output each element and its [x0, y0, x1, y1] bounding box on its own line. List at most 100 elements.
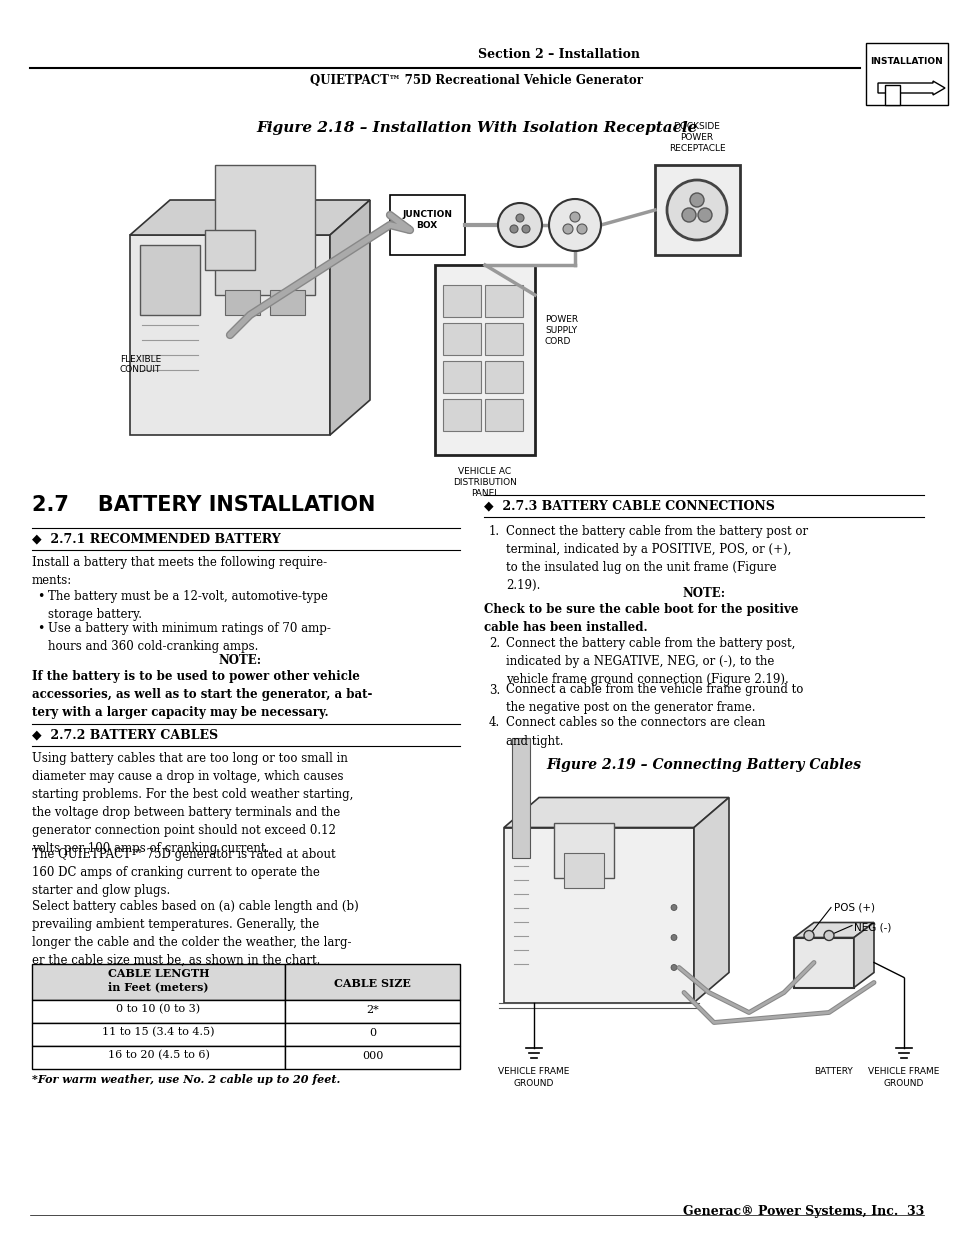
- Circle shape: [521, 225, 530, 233]
- Text: VEHICLE FRAME
GROUND: VEHICLE FRAME GROUND: [497, 1067, 569, 1088]
- Text: Connect cables so the connectors are clean
and tight.: Connect cables so the connectors are cle…: [505, 716, 764, 747]
- Bar: [442, 399, 480, 431]
- Polygon shape: [330, 200, 370, 435]
- Text: VEHICLE AC
DISTRIBUTION
PANEL: VEHICLE AC DISTRIBUTION PANEL: [453, 467, 517, 498]
- Bar: [484, 324, 522, 354]
- Text: ◆  2.7.2 BATTERY CABLES: ◆ 2.7.2 BATTERY CABLES: [32, 727, 218, 741]
- Circle shape: [670, 965, 677, 971]
- Bar: [32, 965, 285, 1000]
- Bar: [793, 937, 853, 988]
- Text: Connect the battery cable from the battery post,
indicated by a NEGATIVE, NEG, o: Connect the battery cable from the batte…: [505, 637, 795, 685]
- Bar: [205, 230, 254, 270]
- Circle shape: [497, 203, 541, 247]
- Text: 3.: 3.: [489, 683, 499, 697]
- Bar: [503, 827, 693, 1003]
- Circle shape: [666, 180, 726, 240]
- Text: 2.7    BATTERY INSTALLATION: 2.7 BATTERY INSTALLATION: [32, 495, 375, 515]
- Bar: [442, 361, 480, 393]
- Text: •: •: [37, 590, 45, 603]
- Text: POWER
SUPPLY
CORD: POWER SUPPLY CORD: [544, 315, 578, 346]
- Bar: [484, 361, 522, 393]
- Text: 0: 0: [369, 1028, 375, 1037]
- Text: 2*: 2*: [366, 1005, 378, 1015]
- Text: NOTE:: NOTE:: [681, 587, 725, 600]
- Text: Generac® Power Systems, Inc.  33: Generac® Power Systems, Inc. 33: [682, 1205, 923, 1218]
- Circle shape: [548, 199, 600, 251]
- Text: 16 to 20 (4.5 to 6): 16 to 20 (4.5 to 6): [108, 1050, 210, 1061]
- Circle shape: [689, 193, 703, 207]
- Bar: [270, 290, 305, 315]
- Bar: [390, 195, 464, 254]
- Text: CABLE SIZE: CABLE SIZE: [334, 978, 411, 989]
- Text: Using battery cables that are too long or too small in
diameter may cause a drop: Using battery cables that are too long o…: [32, 752, 353, 855]
- Polygon shape: [793, 923, 873, 937]
- Circle shape: [803, 930, 813, 941]
- Bar: [554, 823, 614, 878]
- Bar: [442, 324, 480, 354]
- Text: Connect the battery cable from the battery post or
terminal, indicated by a POSI: Connect the battery cable from the batte…: [505, 525, 807, 592]
- Text: INSTALLATION: INSTALLATION: [870, 58, 943, 67]
- Text: •: •: [37, 622, 45, 635]
- Text: The QUIETPACT™ 75D generator is rated at about
160 DC amps of cranking current t: The QUIETPACT™ 75D generator is rated at…: [32, 848, 335, 897]
- Text: Figure 2.19 – Connecting Battery Cables: Figure 2.19 – Connecting Battery Cables: [546, 757, 861, 772]
- Circle shape: [670, 904, 677, 910]
- Polygon shape: [853, 923, 873, 988]
- Bar: [285, 1046, 459, 1070]
- Text: BATTERY: BATTERY: [814, 1067, 853, 1077]
- Text: NEG (-): NEG (-): [853, 923, 890, 932]
- Text: FLEXIBLE
CONDUIT: FLEXIBLE CONDUIT: [120, 354, 161, 374]
- Bar: [512, 737, 530, 857]
- Bar: [563, 852, 603, 888]
- Text: JUNCTION
BOX: JUNCTION BOX: [401, 210, 452, 230]
- Circle shape: [577, 224, 586, 233]
- Bar: [285, 965, 459, 1000]
- Text: Install a battery that meets the following require-
ments:: Install a battery that meets the followi…: [32, 556, 327, 587]
- Text: 0 to 10 (0 to 3): 0 to 10 (0 to 3): [116, 1004, 200, 1014]
- Bar: [442, 285, 480, 317]
- Text: Select battery cables based on (a) cable length and (b)
prevailing ambient tempe: Select battery cables based on (a) cable…: [32, 900, 358, 967]
- Circle shape: [569, 212, 579, 222]
- Text: Check to be sure the cable boot for the positive
cable has been installed.: Check to be sure the cable boot for the …: [483, 603, 798, 634]
- Text: The battery must be a 12-volt, automotive-type
storage battery.: The battery must be a 12-volt, automotiv…: [48, 590, 328, 621]
- Text: ◆  2.7.3 BATTERY CABLE CONNECTIONS: ◆ 2.7.3 BATTERY CABLE CONNECTIONS: [483, 499, 774, 513]
- Polygon shape: [693, 798, 728, 1003]
- Circle shape: [681, 207, 696, 222]
- Bar: [140, 245, 200, 315]
- Text: NOTE:: NOTE:: [218, 655, 261, 667]
- Text: Use a battery with minimum ratings of 70 amp-
hours and 360 cold-cranking amps.: Use a battery with minimum ratings of 70…: [48, 622, 331, 653]
- Polygon shape: [503, 798, 728, 827]
- Bar: [484, 399, 522, 431]
- Bar: [484, 285, 522, 317]
- Text: Connect a cable from the vehicle frame ground to
the negative post on the genera: Connect a cable from the vehicle frame g…: [505, 683, 802, 715]
- FancyArrow shape: [877, 82, 944, 95]
- Text: CABLE LENGTH
in Feet (meters): CABLE LENGTH in Feet (meters): [108, 968, 209, 993]
- Text: Section 2 – Installation: Section 2 – Installation: [477, 48, 639, 62]
- Circle shape: [698, 207, 711, 222]
- Bar: [285, 1000, 459, 1023]
- Text: 2.: 2.: [489, 637, 499, 650]
- Text: ◆  2.7.1 RECOMMENDED BATTERY: ◆ 2.7.1 RECOMMENDED BATTERY: [32, 532, 280, 545]
- Text: QUIETPACT™ 75D Recreational Vehicle Generator: QUIETPACT™ 75D Recreational Vehicle Gene…: [310, 74, 643, 86]
- Text: VEHICLE FRAME
GROUND: VEHICLE FRAME GROUND: [867, 1067, 939, 1088]
- Circle shape: [823, 930, 833, 941]
- Polygon shape: [130, 200, 370, 235]
- Circle shape: [510, 225, 517, 233]
- Bar: [285, 1023, 459, 1046]
- Text: 4.: 4.: [489, 716, 499, 730]
- Bar: [435, 266, 535, 454]
- Bar: [32, 1000, 285, 1023]
- Text: POS (+): POS (+): [833, 903, 874, 913]
- Bar: [214, 165, 314, 295]
- Bar: [130, 235, 330, 435]
- Bar: [225, 290, 260, 315]
- Bar: [884, 85, 899, 105]
- Text: 1.: 1.: [489, 525, 499, 538]
- Text: If the battery is to be used to power other vehicle
accessories, as well as to s: If the battery is to be used to power ot…: [32, 671, 372, 719]
- Bar: [865, 43, 947, 105]
- Text: 11 to 15 (3.4 to 4.5): 11 to 15 (3.4 to 4.5): [102, 1028, 214, 1037]
- Text: *For warm weather, use No. 2 cable up to 20 feet.: *For warm weather, use No. 2 cable up to…: [32, 1074, 340, 1086]
- Circle shape: [562, 224, 573, 233]
- Circle shape: [516, 214, 523, 222]
- Text: DOCKSIDE
POWER
RECEPTACLE: DOCKSIDE POWER RECEPTACLE: [668, 122, 724, 153]
- Bar: [32, 1046, 285, 1070]
